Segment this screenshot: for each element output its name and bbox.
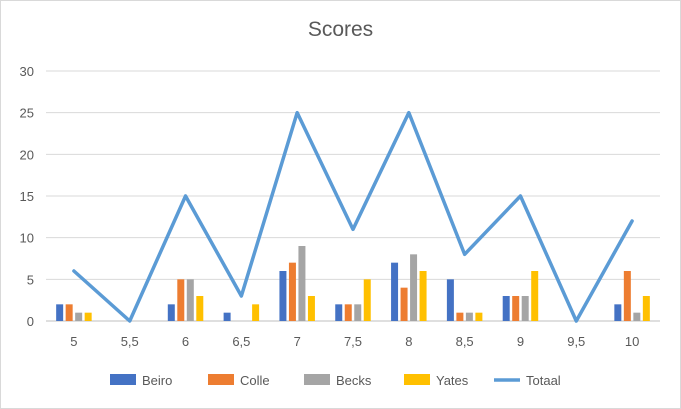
legend-swatch [208,374,234,385]
gridlines [46,70,660,322]
bar-beiro [502,296,510,321]
x-tick-label: 8,5 [456,334,474,349]
bar-beiro [167,304,175,321]
x-tick-labels: 5 5,5 6 6,5 7 7,5 8 8,5 9 9,5 10 [70,334,639,349]
x-tick-label: 6 [182,334,189,349]
y-tick-label: 25 [20,106,34,121]
y-tick-label: 30 [20,64,34,79]
chart-title: Scores [307,18,374,41]
bar-yates [363,279,371,321]
bar-yates [307,296,315,321]
bar-becks [354,304,362,321]
bar-colle [456,312,464,321]
bar-becks [410,254,418,321]
bar-colle [623,271,631,321]
bar-beiro [614,304,622,321]
legend: Beiro Colle Becks Yates Totaal [110,373,561,388]
bar-beiro [279,271,287,321]
x-tick-label: 7,5 [344,334,362,349]
bar-beiro [446,279,454,321]
bar-yates [252,304,260,321]
bar-becks [186,279,194,321]
bar-colle [512,296,520,321]
x-tick-label: 5,5 [121,334,139,349]
x-tick-label: 5 [70,334,77,349]
legend-label: Becks [336,373,372,388]
bar-beiro [335,304,343,321]
bar-colle [65,304,73,321]
bar-beiro [391,262,399,321]
bar-becks [521,296,529,321]
bar-beiro [223,312,231,321]
bar-colle [400,287,408,321]
y-tick-label: 15 [20,189,34,204]
bar-becks [633,312,641,321]
bar-beiro [56,304,64,321]
bar-marks [56,246,650,321]
x-tick-label: 7 [294,334,301,349]
y-tick-label: 5 [27,272,34,287]
y-tick-labels: 0 5 10 15 20 25 30 [20,64,34,329]
bar-yates [531,271,539,321]
x-tick-label: 6,5 [232,334,250,349]
y-tick-label: 10 [20,231,34,246]
legend-label: Colle [240,373,270,388]
bar-yates [642,296,650,321]
legend-label: Beiro [142,373,172,388]
x-tick-label: 9 [517,334,524,349]
bar-becks [298,246,306,321]
x-tick-label: 9,5 [567,334,585,349]
legend-label: Totaal [526,373,561,388]
bar-becks [75,312,83,321]
x-tick-label: 10 [625,334,639,349]
legend-swatch [304,374,330,385]
bar-colle [288,262,296,321]
y-tick-label: 20 [20,147,34,162]
bar-colle [177,279,185,321]
bar-yates [475,312,483,321]
line-series [72,110,634,323]
bar-yates [196,296,204,321]
legend-swatch [404,374,430,385]
x-tick-label: 8 [405,334,412,349]
legend-swatch [110,374,136,385]
bar-yates [84,312,92,321]
legend-label: Yates [436,373,469,388]
y-tick-label: 0 [27,314,34,329]
line-totaal [72,110,634,323]
bar-yates [419,271,427,321]
bar-becks [465,312,473,321]
bar-colle [344,304,352,321]
